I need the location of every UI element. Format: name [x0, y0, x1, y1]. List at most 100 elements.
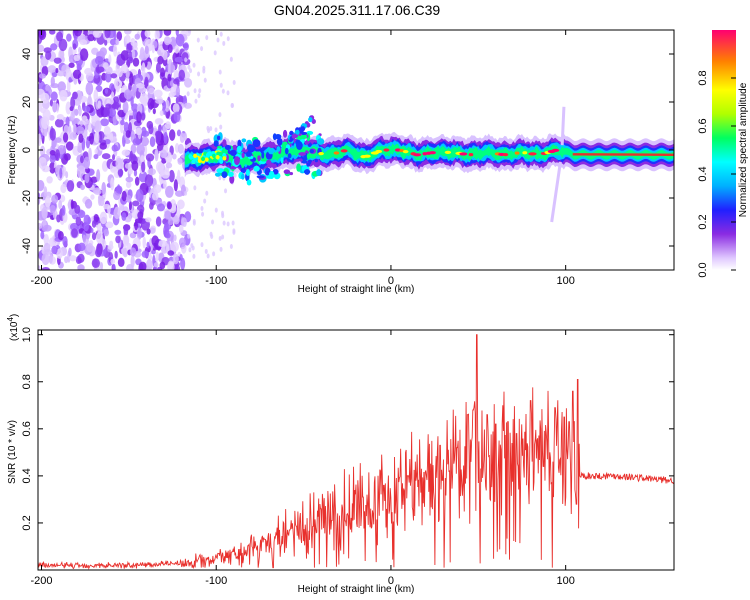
noise-blob [104, 30, 111, 39]
noise-blob [113, 78, 119, 90]
noise-blob [226, 90, 230, 96]
noise-blob [125, 130, 131, 138]
noise-blob [57, 81, 67, 93]
noise-blob [180, 257, 186, 270]
spectral-blob [298, 152, 306, 156]
noise-blob [95, 248, 102, 258]
noise-blob [170, 241, 179, 252]
noise-blob [99, 142, 108, 150]
noise-blob [141, 30, 146, 42]
hot-core [444, 150, 452, 154]
snr-series [38, 334, 674, 570]
noise-blob [197, 93, 201, 99]
noise-blob [167, 218, 174, 226]
noise-blob [75, 125, 85, 135]
noise-blob [82, 105, 91, 113]
noise-blob [145, 153, 155, 162]
noise-blob [105, 103, 112, 109]
noise-blob [96, 169, 101, 182]
noise-blob [79, 39, 88, 46]
spectral-blob [274, 134, 282, 140]
noise-blob [141, 250, 149, 258]
noise-blob [231, 102, 235, 108]
noise-blob [110, 73, 118, 79]
spectral-blob [284, 147, 289, 155]
noise-blob [129, 232, 137, 239]
noise-blob [124, 34, 131, 44]
spectral-blob [213, 140, 219, 147]
noise-blob [183, 102, 192, 109]
noise-blob [187, 30, 191, 34]
spectral-blob [189, 155, 194, 160]
noise-blob [126, 195, 132, 203]
noise-blob [98, 131, 105, 140]
noise-blob [154, 30, 160, 41]
noise-blob [126, 43, 132, 54]
noise-blob [188, 247, 192, 253]
snr-panel: -200 -100 0 100 0.2 0.4 0.6 0.8 1.0 Height of st… [6, 314, 675, 595]
noise-blob [103, 228, 110, 237]
noise-blob [117, 168, 124, 177]
noise-blob [141, 126, 147, 137]
x-tick-label: 100 [556, 575, 574, 587]
noise-blob [204, 248, 208, 254]
noise-blob [95, 231, 104, 244]
noise-blob [218, 175, 222, 181]
noise-blob [192, 220, 196, 226]
noise-blob [178, 237, 186, 248]
noise-blob [72, 91, 78, 100]
noise-blob [189, 68, 193, 74]
noise-blob [205, 35, 209, 41]
noise-blob [40, 116, 50, 130]
spectral-blob [221, 171, 228, 178]
noise-blob [91, 258, 100, 269]
noise-blob [202, 68, 206, 74]
noise-blob [56, 248, 63, 259]
noise-blob [110, 91, 115, 101]
noise-blob [122, 101, 129, 114]
noise-blob [138, 87, 147, 94]
spectral-blob [217, 145, 222, 149]
noise-blob [183, 222, 187, 228]
colorbar-label: Normalized spectral amplitude [738, 82, 749, 217]
x-tick-label: -100 [205, 275, 227, 287]
noise-blob [84, 173, 90, 184]
noise-blob [133, 169, 138, 177]
noise-blob [99, 196, 105, 207]
noise-blob [138, 52, 148, 61]
noise-blob [129, 247, 137, 257]
noise-blob [154, 130, 162, 138]
y-tick-label: 40 [21, 48, 33, 60]
noise-blob [168, 256, 174, 263]
noise-blob [72, 43, 77, 50]
noise-blob [206, 253, 210, 259]
spectral-blob [256, 175, 265, 179]
spectral-blob [237, 139, 242, 148]
spectral-blob [236, 145, 242, 153]
spectral-blob [291, 133, 297, 139]
noise-blob [147, 168, 156, 176]
noise-blob [146, 85, 155, 94]
noise-blob [145, 217, 152, 223]
spectral-blob [314, 158, 318, 163]
noise-blob [121, 190, 127, 202]
spectral-blob [316, 169, 322, 177]
noise-blob [113, 44, 118, 57]
noise-blob [112, 264, 116, 270]
noise-blob [196, 37, 200, 43]
noise-blob [75, 216, 82, 226]
snr-scale-base: (x10 [9, 321, 20, 341]
noise-blob [72, 48, 77, 55]
noise-blob [203, 198, 207, 204]
y-tick-label: 0.8 [21, 374, 33, 389]
noise-blob [65, 141, 74, 151]
noise-blob [106, 97, 114, 106]
spectral-blob [201, 156, 206, 162]
noise-blob [115, 38, 120, 46]
noise-blob [50, 91, 58, 102]
spectral-blob [229, 175, 235, 184]
noise-blob [218, 236, 222, 242]
noise-blob [149, 136, 156, 148]
